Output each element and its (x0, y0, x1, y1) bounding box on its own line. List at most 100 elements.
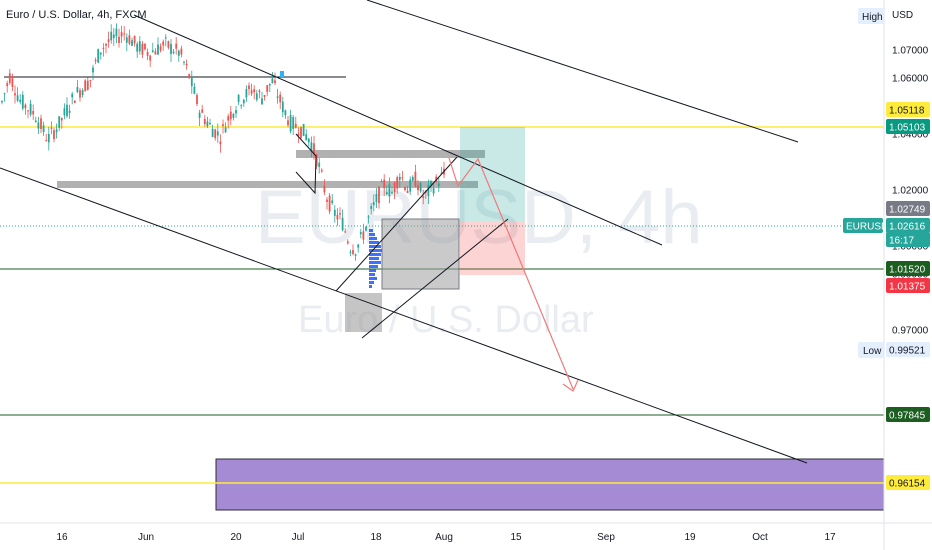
candle (112, 28, 115, 46)
watermark-symbol: EURUSD, 4h (255, 175, 703, 260)
candle (63, 103, 66, 120)
candle (216, 123, 219, 143)
price-badge-5: 16:17 (886, 232, 930, 247)
candle (37, 116, 40, 135)
candle (352, 244, 354, 256)
lower-channel-trendline[interactable] (0, 167, 808, 464)
price-badge-1: 1.05103 (886, 119, 930, 134)
candle (1, 100, 3, 105)
time-tick-7: Sep (597, 532, 615, 543)
time-tick-4: 18 (370, 532, 382, 543)
candle (92, 64, 94, 81)
candle (175, 36, 178, 55)
demand-zone[interactable] (215, 458, 885, 511)
candle (409, 176, 412, 195)
candle (297, 127, 300, 143)
candle (336, 208, 339, 226)
candle (417, 180, 419, 196)
svg-text:0.99521: 0.99521 (889, 346, 926, 357)
candle (71, 91, 74, 105)
long-position-profit-zone[interactable] (460, 127, 525, 221)
candle (276, 88, 279, 104)
candle (359, 228, 362, 239)
time-tick-8: 19 (684, 532, 696, 543)
svg-text:1.05103: 1.05103 (889, 123, 926, 134)
candle (146, 48, 149, 61)
candle (81, 88, 84, 98)
price-tick-3: 1.02000 (892, 186, 929, 197)
candle (227, 113, 230, 129)
candle (131, 37, 133, 46)
volume-profile-bar (369, 249, 382, 252)
candle (344, 228, 347, 234)
candle (307, 137, 310, 147)
candle (432, 183, 435, 197)
upper-channel-trendline[interactable] (133, 14, 663, 246)
candle (240, 104, 243, 110)
time-tick-6: 15 (510, 532, 522, 543)
candle (214, 128, 217, 141)
candle (177, 49, 180, 62)
rising-channel-upper[interactable] (335, 156, 458, 292)
price-tick-1: 1.06000 (892, 74, 929, 85)
candle (107, 31, 110, 48)
candle (315, 153, 318, 169)
time-axis[interactable]: 16 Jun 20 Jul 18 Aug 15 Sep 19 Oct 17 (56, 532, 836, 543)
candle (333, 205, 336, 223)
candle (185, 59, 188, 70)
candle (346, 239, 349, 245)
chart-title: Euro / U.S. Dollar, 4h, FXCM (6, 9, 147, 21)
rising-channel-lower[interactable] (361, 218, 509, 339)
candle (365, 226, 367, 232)
volume-profile-bar (369, 245, 381, 248)
candle (201, 104, 204, 114)
candle (411, 175, 414, 182)
projection-arrowhead (562, 379, 579, 392)
time-tick-2: 20 (230, 532, 242, 543)
range-box[interactable] (381, 218, 460, 290)
candle (144, 43, 146, 51)
candle (32, 104, 35, 120)
candle (248, 82, 250, 96)
time-tick-10: 17 (824, 532, 836, 543)
gray-zone-1[interactable] (57, 181, 478, 188)
range-box-small[interactable] (345, 293, 382, 332)
candle (172, 48, 175, 55)
candle (440, 166, 443, 175)
volume-profile-bar (369, 233, 375, 236)
candle (427, 179, 430, 205)
candle (268, 83, 271, 93)
candle (8, 69, 11, 85)
gray-zone-2[interactable] (296, 150, 485, 158)
candle (19, 94, 22, 105)
price-badge-0: 1.05118 (886, 102, 930, 117)
candle (123, 26, 126, 41)
candle (235, 105, 237, 118)
candle (157, 37, 159, 55)
volume-profile-bar (369, 277, 377, 280)
volume-profile-bar (369, 261, 381, 264)
price-badge-7: 1.01375 (886, 278, 930, 293)
volume-profile (369, 229, 382, 288)
upper-trendline[interactable] (366, 0, 799, 143)
svg-text:EURUSD: EURUSD (846, 222, 888, 233)
flag-pattern[interactable] (295, 133, 317, 195)
candle (159, 43, 162, 53)
candle (224, 122, 227, 133)
candle (60, 117, 63, 129)
candle (422, 189, 425, 205)
price-badge-3: EURUSD (843, 218, 888, 233)
candle (55, 123, 58, 139)
candle (266, 84, 269, 97)
price-tick-6: 0.97000 (892, 326, 929, 337)
svg-text:1.02616: 1.02616 (889, 222, 926, 233)
candle (294, 116, 297, 129)
projection-path[interactable] (448, 157, 574, 390)
candle (419, 181, 422, 193)
price-badge-10: 0.96154 (886, 475, 930, 490)
candle (196, 92, 198, 107)
candle (237, 94, 240, 105)
svg-text:1.01520: 1.01520 (889, 265, 926, 276)
